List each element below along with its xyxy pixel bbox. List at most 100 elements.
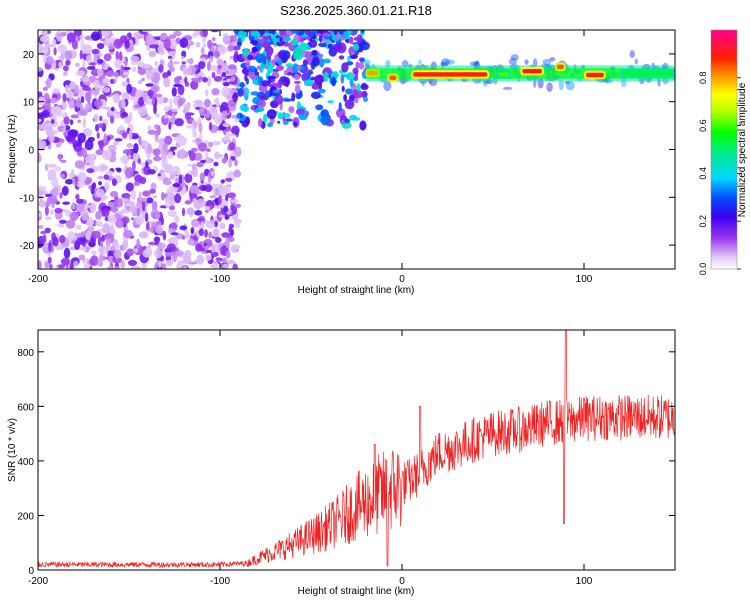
spectrogram-blob — [153, 155, 162, 162]
spectrogram-blob — [193, 152, 203, 161]
spectrogram-blob — [361, 90, 368, 99]
spectrogram-blob — [125, 202, 132, 207]
spectrogram-blob — [102, 87, 111, 93]
spectrogram-blob — [191, 218, 200, 228]
spectrogram-blob — [298, 113, 308, 121]
spectrogram-blob — [293, 80, 301, 84]
snr-background — [38, 330, 675, 570]
spectrogram-blob — [165, 259, 173, 267]
spectrogram-blob — [113, 266, 120, 269]
spectrogram-blob — [63, 116, 70, 125]
spectrogram-blob — [103, 174, 110, 180]
spectrogram-blob — [62, 93, 67, 103]
spectrogram-blob — [151, 222, 158, 228]
spectrogram-blob — [318, 42, 327, 48]
spectrogram-blob — [259, 64, 264, 73]
spectrogram-blob — [236, 41, 242, 46]
spectrogram-blob — [64, 50, 73, 61]
spectrogram-blob — [227, 64, 237, 70]
spectrogram-blob — [165, 197, 170, 209]
spectrogram-blob — [195, 243, 203, 252]
spectrogram-blob — [217, 64, 223, 69]
spectrogram-blob — [233, 53, 239, 63]
spectrogram-blob — [508, 57, 517, 66]
spectrogram-blob — [152, 148, 161, 156]
spectrogram-blob — [136, 238, 141, 250]
spectrogram-blob — [199, 133, 203, 141]
spectrogram-blob — [107, 43, 115, 50]
spectrogram-blob — [50, 97, 58, 104]
spectrogram-blob — [201, 186, 206, 191]
spectrogram-blob — [167, 151, 174, 159]
spectrogram-blob — [82, 147, 87, 159]
x-tick-label: -100 — [210, 274, 230, 285]
spectrogram-blob — [282, 121, 289, 125]
spectrogram-blob — [157, 242, 166, 250]
spectrogram-blob — [276, 65, 284, 71]
spectrogram-blob — [97, 123, 104, 128]
spectrogram-blob — [83, 262, 91, 269]
spectrogram-blob — [475, 60, 479, 66]
spectrogram-blob — [182, 254, 192, 265]
spectrogram-blob — [194, 210, 203, 216]
spectrogram-blob — [634, 58, 638, 65]
spectrogram-blob — [225, 131, 230, 140]
spectrogram-blob — [73, 260, 79, 267]
spectrogram-blob — [116, 111, 121, 115]
spectrogram-blob — [126, 143, 134, 148]
spectrogram-blob — [210, 30, 220, 33]
spectrogram-blob — [114, 138, 123, 142]
spectrogram-blob — [250, 40, 258, 45]
spectrogram-blob — [70, 119, 74, 126]
band-segment — [367, 70, 379, 76]
spectrogram-blob — [245, 59, 251, 69]
spectrogram-blob — [250, 91, 260, 96]
spectrogram-blob — [136, 61, 145, 67]
spectrogram-blob — [331, 76, 337, 87]
spectrogram-blob — [223, 205, 229, 213]
spectrogram-blob — [75, 70, 86, 76]
spectrogram-blob — [40, 230, 47, 235]
spectrogram-blob — [89, 202, 97, 214]
spectrogram-blob — [100, 165, 109, 171]
spectrogram-blob — [91, 48, 100, 55]
spectrogram-blob — [166, 187, 173, 198]
spectrogram-blob — [60, 173, 66, 179]
spectrogram-blob — [121, 208, 128, 213]
spectrogram-blob — [85, 103, 90, 110]
spectrogram-marks — [38, 30, 675, 269]
spectrogram-blob — [200, 46, 205, 55]
spectrogram-blob — [77, 132, 86, 144]
spectrogram-blob — [222, 35, 231, 45]
spectrogram-blob — [56, 223, 64, 227]
spectrogram-blob — [105, 37, 115, 44]
spectrogram-blob — [214, 204, 221, 209]
snr-x-axis-label: Height of straight line (km) — [298, 586, 415, 597]
spectrogram-blob — [208, 231, 213, 239]
spectrogram-blob — [285, 63, 294, 68]
spectrogram-blob — [182, 104, 191, 108]
spectrogram-blob — [250, 31, 261, 37]
spectrogram-blob — [209, 64, 219, 72]
spectrogram-blob — [441, 58, 450, 67]
spectrogram-blob — [210, 170, 215, 176]
spectrogram-blob — [244, 74, 248, 82]
spectrogram-blob — [351, 51, 356, 55]
spectrogram-blob — [177, 139, 187, 146]
spectrogram-blob — [138, 80, 143, 84]
spectrogram-blob — [77, 110, 87, 116]
spectrogram-blob — [318, 58, 325, 68]
spectrogram-blob — [101, 234, 106, 242]
spectrogram-blob — [283, 41, 290, 47]
spectrogram-blob — [349, 94, 355, 100]
spectrogram-blob — [107, 144, 117, 152]
spectrogram-blob — [138, 191, 142, 203]
spectrogram-blob — [65, 59, 71, 66]
spectrogram-blob — [38, 66, 43, 72]
spectrogram-blob — [213, 98, 219, 103]
spectrogram-blob — [93, 79, 100, 91]
spectrogram-blob — [211, 112, 217, 116]
spectrogram-blob — [48, 195, 58, 204]
spectrogram-blob — [230, 199, 239, 204]
